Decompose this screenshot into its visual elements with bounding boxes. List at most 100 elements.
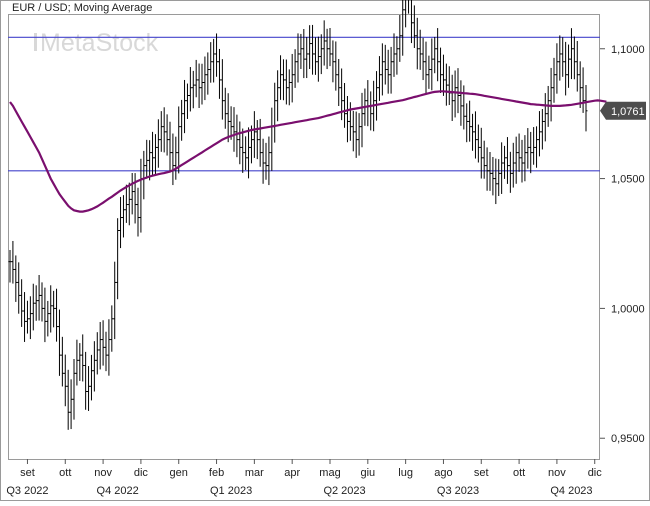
price-bar — [360, 92, 364, 148]
price-bar — [183, 79, 187, 134]
watermark: MetaStock — [34, 29, 159, 57]
price-bar — [127, 182, 131, 226]
price-bar — [408, 0, 410, 14]
price-bar — [555, 43, 559, 94]
x-axis: set ott nov dic gen feb mar apr mag giu lug ago set o… — [6, 459, 602, 497]
price-bar — [401, 0, 405, 56]
price-bar — [290, 53, 294, 103]
price-bar — [148, 140, 152, 181]
price-bar — [308, 25, 312, 70]
price-bar — [299, 33, 303, 69]
price-bar — [203, 56, 207, 101]
price-bar — [66, 369, 70, 430]
price-bar — [52, 290, 56, 328]
price-bar — [564, 41, 568, 96]
price-bar — [261, 138, 265, 184]
price-bar — [264, 142, 268, 180]
price-bar — [532, 127, 536, 165]
price-bar — [357, 113, 361, 156]
price-bar — [456, 68, 460, 114]
price-bar — [215, 33, 219, 77]
price-bar — [540, 109, 544, 150]
price-bar — [255, 120, 259, 160]
price-bar — [526, 128, 530, 169]
price-bar — [20, 279, 24, 327]
price-bar — [296, 33, 300, 83]
price-bar — [386, 49, 390, 94]
quarter-label: Q3 2022 — [6, 485, 48, 497]
price-bar — [375, 71, 379, 121]
price-bar — [168, 121, 172, 171]
price-bar — [84, 351, 88, 410]
price-bar — [101, 320, 105, 366]
price-bar — [110, 305, 114, 352]
price-bar — [31, 283, 35, 331]
price-bar — [247, 127, 251, 179]
price-bar — [415, 17, 419, 70]
price-bar — [543, 93, 547, 142]
price-bar — [430, 38, 434, 91]
price-bar — [389, 46, 393, 94]
price-bar — [78, 343, 82, 381]
price-bar — [319, 34, 323, 75]
price-bar — [98, 321, 102, 370]
price-bar — [25, 300, 29, 334]
price-bar — [223, 87, 227, 129]
x-tick-label: mar — [245, 467, 264, 479]
watermark-logo-icon — [34, 33, 37, 51]
price-bar — [156, 119, 160, 168]
price-bar — [206, 52, 210, 95]
price-bar — [302, 29, 306, 79]
price-bar — [523, 135, 527, 182]
price-bar — [276, 70, 280, 122]
price-bar — [200, 63, 204, 105]
price-bar — [439, 47, 443, 93]
chart-title: EUR / USD; Moving Average — [12, 2, 152, 14]
price-bar — [293, 49, 297, 88]
price-bar — [471, 113, 475, 151]
price-bar — [343, 82, 347, 128]
price-bar — [174, 136, 178, 180]
price-bar — [249, 125, 253, 164]
price-bar — [121, 195, 125, 238]
price-bar — [232, 107, 236, 152]
price-bar — [14, 255, 18, 302]
price-bar — [581, 67, 585, 113]
price-bar — [561, 37, 565, 77]
price-bar — [354, 111, 358, 158]
price-bar — [177, 106, 181, 174]
price-bar — [69, 379, 73, 430]
price-bar — [488, 151, 492, 191]
price-bar — [380, 43, 384, 96]
quarter-label: Q2 2023 — [323, 485, 365, 497]
price-bar — [43, 287, 47, 343]
price-bar — [40, 282, 44, 322]
price-bar — [549, 67, 553, 122]
x-tick-label: dic — [588, 467, 603, 479]
price-bar — [392, 33, 396, 77]
price-bar — [46, 300, 50, 337]
price-bar — [433, 36, 437, 74]
price-bar — [567, 44, 571, 88]
price-bar — [75, 339, 79, 386]
watermark-text: MetaStock — [40, 29, 159, 57]
price-bar — [537, 111, 541, 157]
price-bar — [89, 354, 93, 401]
x-tick-label: set — [474, 467, 489, 479]
price-bar — [145, 139, 149, 179]
price-bar — [410, 0, 413, 44]
y-tick-label: 1,0500 — [611, 174, 645, 186]
price-bar — [124, 184, 128, 223]
price-bar — [395, 36, 399, 75]
price-bar — [468, 100, 472, 142]
price-bar — [217, 48, 221, 99]
price-bar — [220, 59, 224, 120]
y-tick-label: 0,9500 — [611, 433, 645, 445]
x-tick-label: gen — [170, 467, 188, 479]
price-bar — [584, 85, 588, 132]
price-bar — [529, 131, 533, 174]
y-axis: 0,9500 1,0000 1,0500 1,1000 — [600, 44, 645, 445]
x-tick-label: apr — [284, 467, 300, 479]
price-bar — [284, 59, 288, 105]
